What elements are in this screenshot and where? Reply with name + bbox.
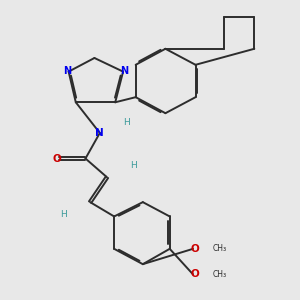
Text: N: N: [120, 66, 128, 76]
Text: O: O: [190, 244, 199, 254]
Text: CH₃: CH₃: [213, 244, 227, 253]
Text: O: O: [190, 269, 199, 279]
Text: H: H: [123, 118, 130, 127]
Text: N: N: [63, 66, 71, 76]
Text: N: N: [95, 128, 104, 138]
Text: O: O: [53, 154, 62, 164]
Text: H: H: [130, 161, 137, 170]
Text: H: H: [60, 210, 67, 219]
Text: CH₃: CH₃: [213, 270, 227, 279]
